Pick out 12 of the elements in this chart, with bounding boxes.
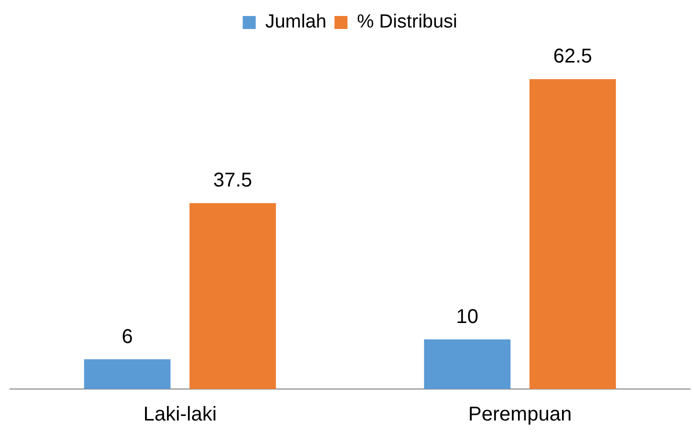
bar [189,203,276,389]
data-label: 62.5 [553,46,592,68]
bar [424,339,511,389]
legend-label: Jumlah [265,12,326,33]
bar [84,359,171,389]
bar [529,79,616,389]
data-label: 6 [122,326,133,348]
data-label: 37.5 [213,170,252,192]
legend-label: % Distribusi [356,12,458,33]
data-label: 10 [456,306,478,328]
x-tick-label: Laki-laki [143,404,217,426]
x-tick-label: Perempuan [468,404,572,426]
